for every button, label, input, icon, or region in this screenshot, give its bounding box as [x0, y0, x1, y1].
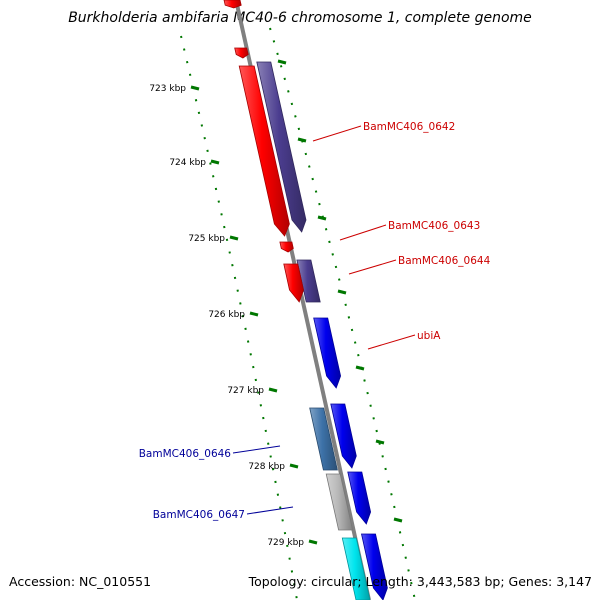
ruler-tick-5	[268, 387, 278, 393]
ruler-tick-4	[249, 311, 259, 317]
gene-feature-red[interactable]	[223, 0, 242, 9]
gene-feature-red[interactable]	[238, 65, 290, 237]
gene-feature-blue[interactable]	[347, 471, 372, 525]
ruler-tick-right-3	[317, 215, 327, 221]
gene-feature-red[interactable]	[283, 263, 304, 303]
gene-leader-line	[246, 506, 294, 515]
gene-label[interactable]: BamMC406_0646	[139, 448, 232, 460]
ruler-tick-label: 725 kbp	[188, 234, 225, 244]
ruler-tick-right-1	[277, 59, 287, 65]
ruler-tick-label: 726 kbp	[208, 310, 245, 320]
ruler-tick-2	[210, 159, 220, 165]
gene-feature-cyan[interactable]	[341, 537, 371, 600]
ruler-tick-right-2	[297, 137, 307, 143]
map-title: Burkholderia ambifaria MC40-6 chromosome…	[68, 10, 532, 26]
ruler-tick-3	[229, 235, 239, 241]
gene-leader-line	[367, 334, 416, 350]
ruler-tick-right-5	[355, 365, 365, 371]
gene-label[interactable]: BamMC406_0643	[388, 220, 480, 232]
accession-text: Accession: NC_010551	[9, 574, 152, 589]
ruler-tick-label: 728 kbp	[248, 462, 285, 472]
ruler-tick-1	[190, 85, 200, 91]
ruler-tick-7	[308, 539, 318, 545]
ruler-tick-right-6	[375, 439, 385, 445]
ruler-tick-label: 729 kbp	[267, 538, 304, 548]
ruler-tick-right-7	[393, 517, 403, 523]
gene-leader-line	[339, 224, 387, 241]
gene-feature-gray[interactable]	[325, 473, 354, 531]
gene-feature-blue[interactable]	[313, 317, 342, 389]
gene-leader-line	[348, 259, 397, 275]
gene-label[interactable]: BamMC406_0647	[153, 509, 245, 521]
gene-label[interactable]: BamMC406_0644	[398, 255, 491, 267]
gene-feature-blue[interactable]	[330, 403, 357, 469]
topology-info-text: Topology: circular; Length: 3,443,583 bp…	[248, 574, 592, 589]
gene-feature-red[interactable]	[234, 47, 249, 59]
gene-feature-slate[interactable]	[256, 61, 307, 233]
gene-label[interactable]: BamMC406_0642	[363, 121, 455, 133]
gene-leader-line	[312, 125, 362, 142]
ruler-tick-label: 723 kbp	[149, 84, 186, 94]
gene-feature-red[interactable]	[279, 241, 294, 253]
gene-feature-steel[interactable]	[309, 407, 338, 471]
ruler-tick-label: 724 kbp	[169, 158, 206, 168]
gene-feature-blue[interactable]	[361, 533, 388, 600]
ruler-tick-label: 727 kbp	[227, 386, 264, 396]
gene-label[interactable]: ubiA	[417, 330, 441, 342]
gene-leader-line	[232, 445, 281, 454]
ruler-tick-6	[289, 463, 299, 469]
ruler-tick-right-4	[337, 289, 347, 295]
